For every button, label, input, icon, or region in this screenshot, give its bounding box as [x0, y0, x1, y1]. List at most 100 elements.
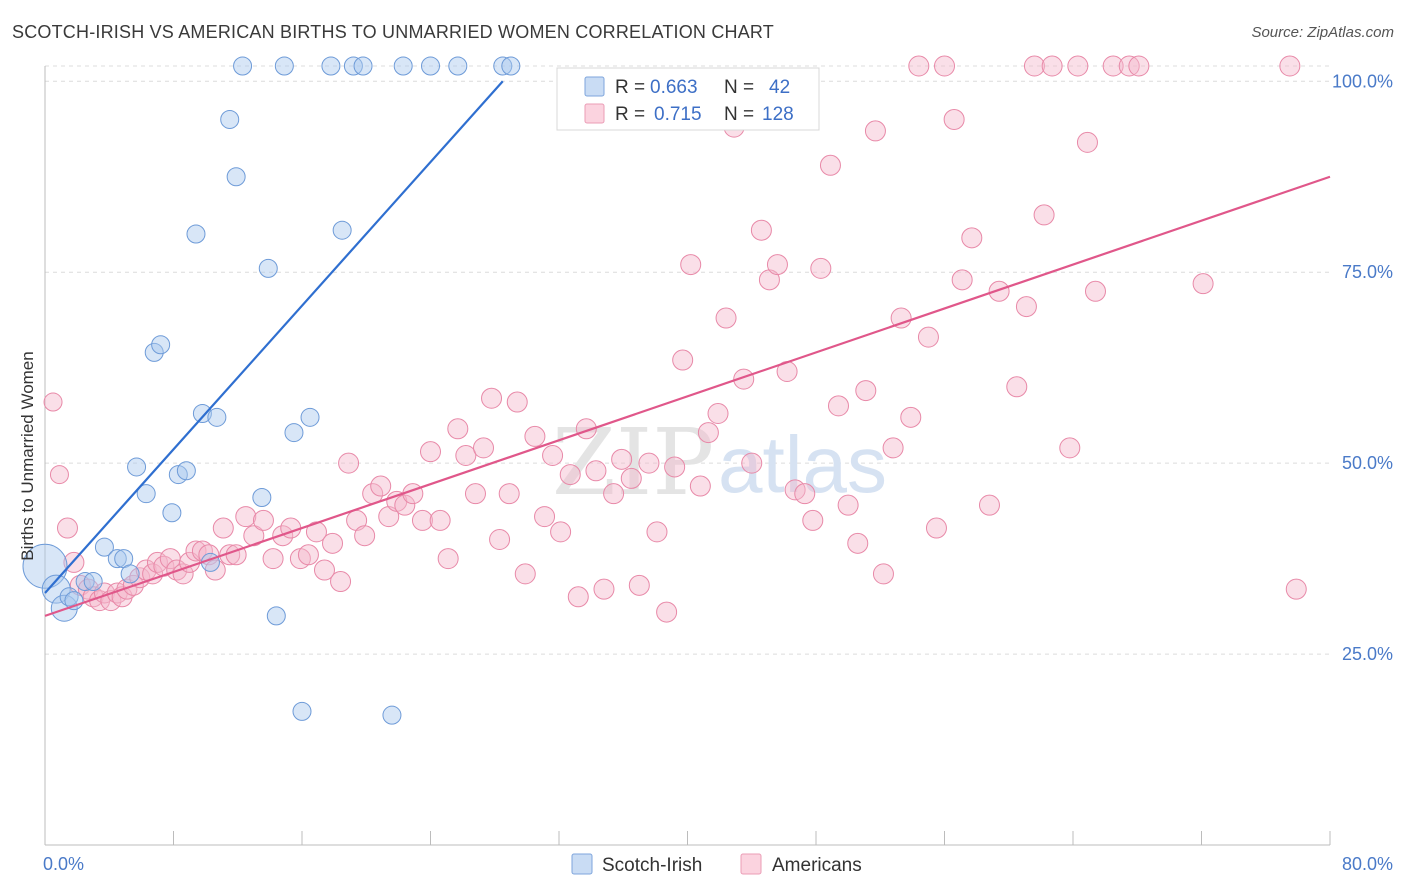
americans-point	[882, 437, 904, 459]
americans-point	[429, 509, 451, 531]
americans-point	[680, 254, 702, 276]
scotch-irish-point	[393, 56, 413, 76]
americans-point	[297, 544, 319, 566]
americans-point	[925, 517, 947, 539]
americans-point	[819, 154, 841, 176]
scotch-irish-point	[258, 258, 278, 278]
americans-point	[741, 452, 763, 474]
americans-point	[890, 307, 912, 329]
source-label: Source: ZipAtlas.com	[1251, 24, 1394, 41]
americans-point	[628, 574, 650, 596]
americans-point	[1059, 437, 1081, 459]
bottom-legend-americans: Americans	[772, 855, 862, 876]
scotch-irish-point	[162, 503, 182, 523]
scotch-irish-point	[127, 457, 147, 477]
americans-point	[1102, 55, 1124, 77]
americans-point	[420, 441, 441, 463]
americans-point	[313, 559, 335, 581]
americans-point	[638, 452, 660, 474]
legend-n-value: 128	[762, 104, 794, 125]
scotch-irish-point	[192, 403, 212, 423]
scotch-irish-point	[22, 543, 68, 589]
americans-point	[934, 55, 955, 77]
americans-point	[988, 280, 1010, 302]
correlation-legend: R = 0.663 N = 42 R = 0.715 N = 128	[556, 67, 820, 131]
americans-point	[498, 483, 520, 505]
scotch-irish-point	[41, 574, 71, 604]
y-tick-label: 75.0%	[1342, 262, 1393, 282]
scotch-irish-point	[207, 407, 227, 427]
scotch-irish-point	[343, 56, 363, 76]
scotch-irish-point	[382, 705, 402, 725]
americans-point	[1041, 55, 1063, 77]
americans-point	[810, 257, 832, 279]
americans-point	[49, 465, 69, 485]
legend-r-value: 0.663	[650, 77, 698, 98]
americans-point	[447, 418, 469, 440]
americans-point	[1015, 296, 1037, 318]
scotch-irish-point	[83, 572, 103, 592]
americans-point	[766, 254, 788, 276]
americans-point	[262, 548, 284, 570]
americans-point	[219, 544, 241, 566]
americans-point	[603, 483, 625, 505]
trend-lines	[44, 80, 1331, 617]
americans-point	[872, 563, 894, 585]
scotch-irish-point	[332, 220, 352, 240]
americans-point	[473, 437, 495, 459]
americans-point	[750, 219, 772, 241]
americans-point	[185, 540, 207, 562]
americans-points	[43, 55, 1307, 623]
scotch-irish-point	[120, 564, 140, 584]
x-tick-label: 80.0%	[1342, 854, 1393, 874]
y-tick-labels: 25.0% 50.0% 75.0% 100.0%	[1332, 71, 1393, 664]
americans-point	[338, 452, 360, 474]
scotch-irish-point	[274, 56, 294, 76]
legend-r-label: R =	[615, 104, 645, 125]
americans-point	[707, 402, 729, 424]
americans-point	[135, 559, 157, 581]
scotch-irish-point	[493, 56, 513, 76]
americans-point	[437, 548, 459, 570]
legend-n-value: 42	[769, 77, 790, 98]
americans-point	[943, 108, 965, 130]
americans-point	[489, 529, 511, 551]
bottom-legend-swatch-scotch-irish	[571, 853, 593, 875]
americans-point	[1076, 131, 1098, 153]
scotch-irish-point	[300, 407, 320, 427]
watermark-zip: ZIP	[552, 409, 714, 516]
americans-point	[1006, 376, 1028, 398]
americans-point	[802, 509, 824, 531]
americans-point	[620, 467, 642, 489]
scotch-irish-point	[321, 56, 341, 76]
y-tick-label: 100.0%	[1332, 71, 1393, 91]
americans-point	[689, 475, 711, 497]
y-axis-label: Births to Unmarried Women	[18, 351, 37, 560]
scotch-irish-trend-line	[44, 80, 504, 594]
americans-point	[646, 521, 668, 543]
americans-point	[1128, 55, 1150, 77]
scotch-irish-point	[252, 488, 272, 508]
legend-r-value: 0.715	[654, 104, 702, 125]
scotch-irish-point	[353, 56, 373, 76]
americans-point	[56, 517, 78, 539]
americans-point	[394, 494, 416, 516]
legend-n-label: N =	[724, 104, 754, 125]
x-tick-label: 0.0%	[43, 854, 84, 874]
americans-point	[855, 380, 877, 402]
scotch-irish-point	[151, 335, 171, 355]
legend-swatch-scotch-irish	[584, 76, 605, 97]
americans-point	[575, 418, 597, 440]
americans-point	[951, 269, 973, 291]
americans-point	[464, 483, 486, 505]
americans-point	[908, 55, 930, 77]
americans-point	[593, 578, 615, 600]
americans-point	[235, 506, 257, 528]
x-tick-labels: 0.0% 80.0%	[43, 854, 1393, 874]
scotch-irish-point	[107, 549, 127, 569]
americans-point	[917, 326, 939, 348]
americans-point	[322, 532, 344, 554]
americans-point	[567, 586, 589, 608]
americans-point	[506, 391, 528, 413]
